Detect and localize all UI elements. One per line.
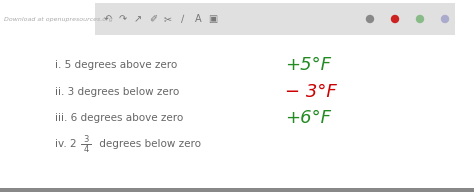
Circle shape bbox=[417, 15, 423, 23]
Text: ↗: ↗ bbox=[134, 14, 142, 24]
Text: ↶: ↶ bbox=[104, 14, 112, 24]
Text: iii. 6 degrees above zero: iii. 6 degrees above zero bbox=[55, 113, 183, 123]
Circle shape bbox=[441, 15, 448, 23]
Text: A: A bbox=[195, 14, 201, 24]
Text: ∕: ∕ bbox=[182, 14, 185, 24]
Bar bbox=[95, 3, 455, 35]
Text: ↷: ↷ bbox=[119, 14, 127, 24]
Text: iv. 2: iv. 2 bbox=[55, 139, 77, 149]
Circle shape bbox=[392, 15, 399, 23]
Text: ✐: ✐ bbox=[149, 14, 157, 24]
Text: i. 5 degrees above zero: i. 5 degrees above zero bbox=[55, 60, 177, 70]
Text: − 3°F: − 3°F bbox=[285, 83, 337, 101]
Text: 3: 3 bbox=[83, 134, 89, 143]
Circle shape bbox=[366, 15, 374, 23]
Text: +6°F: +6°F bbox=[285, 109, 331, 127]
Text: Download at openupresources.org: Download at openupresources.org bbox=[4, 16, 113, 22]
Bar bbox=[0, 188, 474, 192]
Text: ✂: ✂ bbox=[164, 14, 172, 24]
Text: ▣: ▣ bbox=[209, 14, 218, 24]
Text: ii. 3 degrees below zero: ii. 3 degrees below zero bbox=[55, 87, 179, 97]
Text: +5°F: +5°F bbox=[285, 56, 331, 74]
Text: 4: 4 bbox=[83, 144, 89, 153]
Text: degrees below zero: degrees below zero bbox=[96, 139, 201, 149]
